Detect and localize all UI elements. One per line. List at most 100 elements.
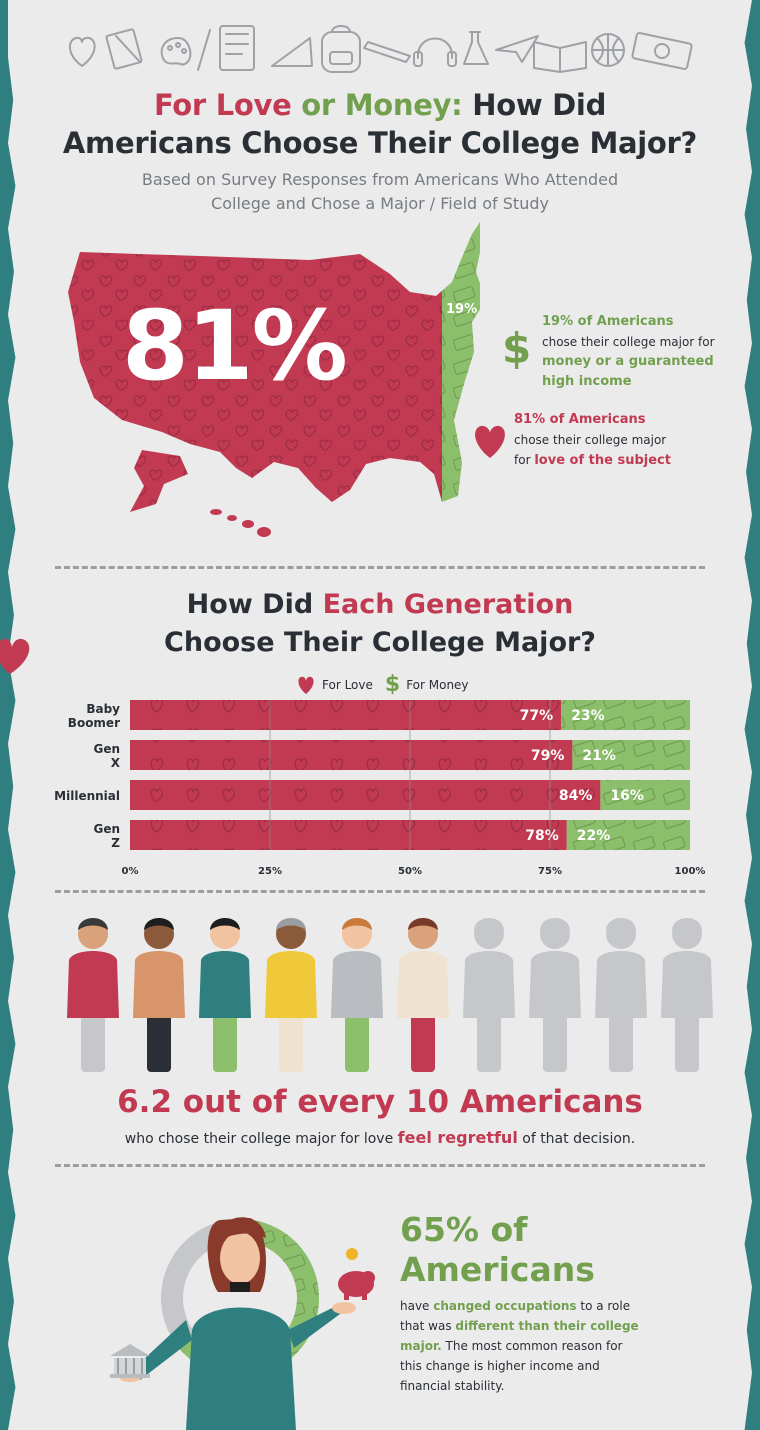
love-note-text: chose their college major	[514, 433, 667, 447]
person-figure-2	[199, 918, 251, 1072]
bar-love-0	[130, 700, 562, 730]
title-love-word: For Love	[153, 88, 292, 122]
page-title: For Love or Money: How Did Americans Cho…	[0, 86, 760, 162]
generation-title-line-2: Choose Their College Major?	[164, 627, 596, 658]
big-81-percent: 81%	[122, 290, 348, 402]
legend-love-label: For Love	[322, 677, 373, 692]
small-19-percent: 19%	[446, 302, 478, 317]
bar-love-label-2: 84%	[559, 788, 593, 804]
regret-suffix: of that decision.	[517, 1131, 636, 1147]
bar-money-0	[561, 700, 690, 730]
bar-love-label-3: 78%	[525, 828, 559, 844]
occupation-stat-line-1: 65% of	[400, 1210, 528, 1249]
heart-icon	[475, 425, 505, 458]
person-figure-1	[133, 918, 185, 1072]
generation-title: How Did Each Generation Choose Their Col…	[0, 586, 760, 662]
occupation-p2: changed occupations	[433, 1299, 577, 1313]
chart-legend: For Love $ For Money	[296, 672, 469, 697]
pencil-icon	[363, 41, 411, 63]
x-tick-4: 100%	[675, 866, 706, 877]
money-note: 19% of Americans chose their college maj…	[542, 312, 732, 392]
alaska-shape	[130, 450, 188, 512]
title-money-word: Money:	[344, 88, 463, 122]
love-note-heading: 81% of Americans	[514, 412, 646, 427]
category-label-3-a: Gen	[93, 822, 120, 836]
set-square-icon	[271, 37, 313, 67]
subtitle-line-2: College and Chose a Major / Field of Stu…	[211, 194, 549, 213]
book-icon	[105, 28, 143, 70]
generation-title-highlight: Each Generation	[322, 589, 574, 620]
person-figure-0	[67, 918, 119, 1072]
map-money-region	[442, 222, 480, 502]
us-map	[68, 222, 480, 537]
palette-icon	[160, 37, 192, 66]
occupation-p1: have	[400, 1299, 434, 1313]
money-note-text: chose their college major for	[542, 335, 715, 349]
money-note-heading: 19% of Americans	[542, 314, 674, 329]
occupation-p3: to a role that was	[400, 1299, 631, 1333]
regret-subline: who chose their college major for love f…	[0, 1128, 760, 1147]
legend-heart-icon	[298, 676, 314, 694]
bar-love-label-0: 77%	[520, 708, 554, 724]
open-book-icon	[533, 41, 587, 73]
person-figure-3	[265, 918, 317, 1072]
school-icons-strip	[69, 25, 693, 73]
regret-highlight: feel regretful	[397, 1128, 518, 1147]
woman-figure	[118, 1217, 356, 1430]
bar-money-label-0: 23%	[571, 708, 605, 724]
bar-love-label-1: 79%	[531, 748, 565, 764]
section-divider-3	[55, 1164, 705, 1167]
money-icon	[631, 32, 693, 70]
basketball-icon	[591, 33, 625, 67]
title-line-2: Americans Choose Their College Major?	[62, 126, 698, 160]
subtitle-line-1: Based on Survey Responses from Americans…	[141, 170, 619, 189]
person-figure-9	[661, 918, 713, 1072]
title-or-word: or	[291, 88, 345, 122]
love-note: 81% of Americans chose their college maj…	[514, 410, 714, 471]
x-tick-3: 75%	[538, 866, 562, 877]
side-heart-icon	[0, 638, 30, 674]
bank-icon	[110, 1344, 150, 1378]
legend-dollar-icon: $	[384, 672, 401, 697]
dollar-icon: $	[502, 324, 532, 373]
hawaii-shape	[210, 509, 271, 537]
person-figure-8	[595, 918, 647, 1072]
bar-money-3	[566, 820, 690, 850]
occupation-p4: different than their college major.	[400, 1319, 639, 1353]
backpack-icon	[321, 25, 361, 73]
regret-headline: 6.2 out of every 10 Americans	[117, 1084, 643, 1120]
category-label-3-b: Z	[111, 836, 120, 850]
bar-money-label-2: 16%	[610, 788, 644, 804]
occupation-stat-line-2: Americans	[400, 1250, 595, 1289]
bar-love-3	[130, 820, 567, 850]
people-illustration	[67, 918, 713, 1072]
love-note-prefix: for	[514, 453, 531, 467]
money-note-highlight-1: money or a guaranteed	[542, 354, 714, 369]
bar-money-2	[600, 780, 690, 810]
category-label-1-a: Gen	[93, 742, 120, 756]
page-subtitle: Based on Survey Responses from Americans…	[80, 168, 680, 216]
category-label-1-b: X	[111, 756, 121, 770]
title-rest: How Did	[462, 88, 607, 122]
occupation-paragraph: have changed occupations to a role that …	[400, 1296, 640, 1396]
category-label-0-b: Boomer	[68, 716, 120, 730]
bar-love-1	[130, 740, 573, 770]
person-figure-7	[529, 918, 581, 1072]
x-tick-2: 50%	[398, 866, 422, 877]
x-tick-1: 25%	[258, 866, 282, 877]
paper-plane-icon	[495, 35, 539, 63]
legend-money-label: For Money	[406, 677, 469, 692]
occupation-p5: The most common reason for this change i…	[400, 1339, 623, 1393]
piggy-bank-icon	[338, 1248, 375, 1300]
bar-money-label-1: 21%	[582, 748, 616, 764]
person-figure-6	[463, 918, 515, 1072]
occupation-ring-illustration	[110, 1217, 375, 1430]
category-label-2: Millennial	[54, 789, 120, 803]
brush-icon	[197, 29, 211, 71]
section-divider-2	[55, 890, 705, 893]
regret-prefix: who chose their college major for love	[124, 1131, 398, 1147]
person-figure-5	[397, 918, 449, 1072]
bar-money-1	[572, 740, 690, 770]
bar-love-2	[130, 780, 601, 810]
